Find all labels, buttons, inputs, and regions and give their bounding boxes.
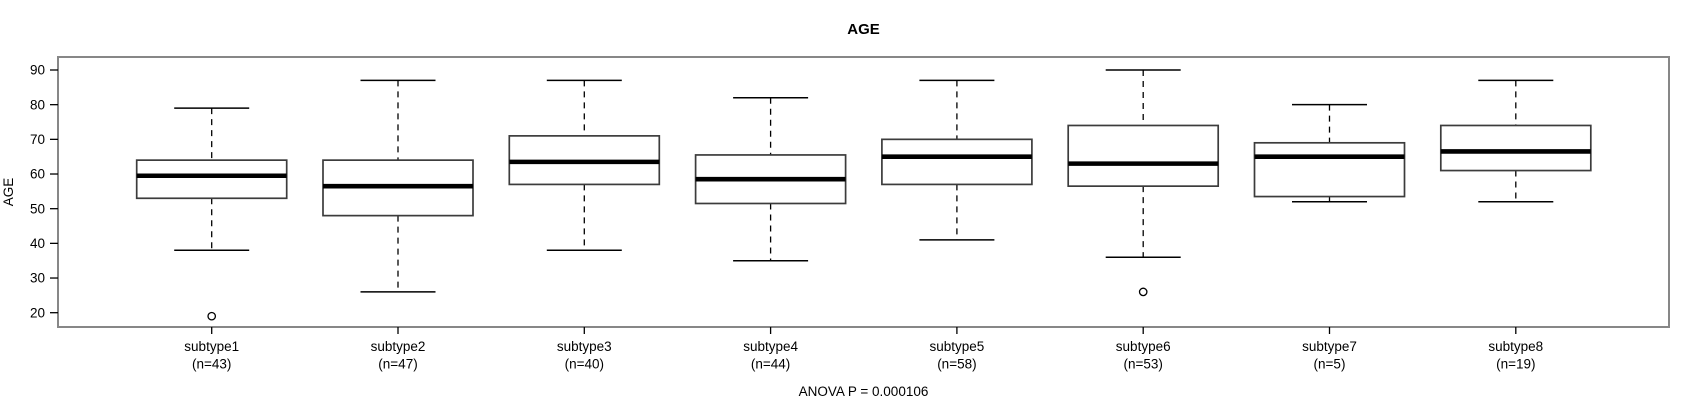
category-label: subtype4 [743,339,798,354]
y-axis-tick-label: 40 [30,236,45,251]
anova-annotation: ANOVA P = 0.000106 [799,384,929,399]
category-label: subtype7 [1302,339,1357,354]
category-label: subtype5 [930,339,985,354]
y-axis-tick-label: 80 [30,97,45,112]
category-label: subtype2 [371,339,426,354]
chart-title: AGE [847,21,880,38]
plot-border [57,56,1670,328]
category-n-label: (n=19) [1496,357,1535,372]
y-axis-tick-label: 20 [30,305,45,320]
y-axis-tick-label: 60 [30,167,45,182]
y-axis-tick-label: 90 [30,63,45,78]
y-axis-label: AGE [1,178,16,207]
category-label: subtype3 [557,339,612,354]
category-n-label: (n=43) [192,357,231,372]
category-label: subtype6 [1116,339,1171,354]
y-axis-tick-label: 30 [30,271,45,286]
outlier-point [207,311,217,321]
iqr-box [1253,141,1406,198]
plot-area: 20 30 40 50 60 70 80 90 subtype1 (n=43) subtype2 (n… [30,56,1670,372]
iqr-box [135,159,288,200]
category-n-label: (n=53) [1123,357,1162,372]
category-n-label: (n=47) [378,357,417,372]
category-n-label: (n=58) [937,357,976,372]
outlier-point [1138,287,1148,297]
category-label: subtype1 [184,339,239,354]
category-n-label: (n=5) [1314,357,1346,372]
category-label: subtype8 [1488,339,1543,354]
y-axis-tick-label: 50 [30,201,45,216]
iqr-box [1439,124,1592,172]
y-axis-tick-label: 70 [30,132,45,147]
iqr-box [881,138,1033,186]
category-n-label: (n=40) [565,357,604,372]
category-n-label: (n=44) [751,357,790,372]
iqr-box [1067,124,1220,187]
